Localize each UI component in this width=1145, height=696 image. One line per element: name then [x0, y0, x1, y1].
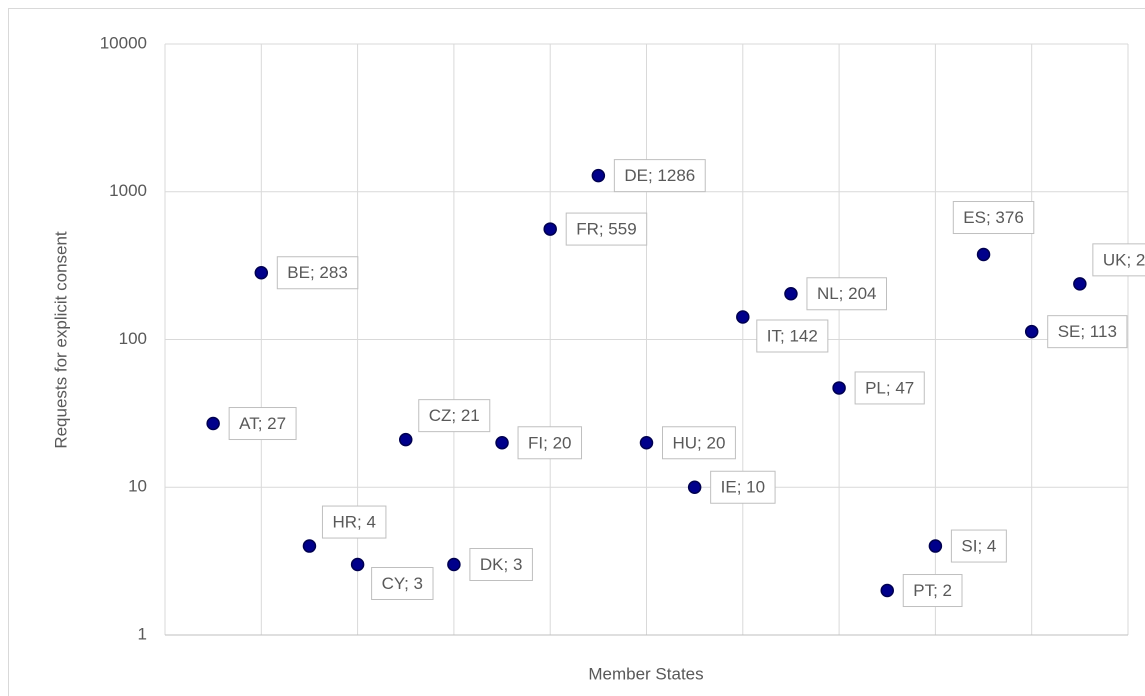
- data-label-text: IE; 10: [721, 478, 765, 497]
- data-label-box: [756, 319, 829, 353]
- data-label-box: [952, 201, 1035, 235]
- data-label-box: [321, 505, 387, 539]
- point: [687, 480, 702, 494]
- point: [591, 168, 606, 183]
- point: [1024, 324, 1039, 339]
- data-label: DE; 1286: [613, 159, 706, 193]
- point: [880, 583, 894, 598]
- data-label-text: DK; 3: [480, 555, 523, 574]
- data-label: FI; 20: [517, 426, 583, 460]
- data-label-box: [517, 426, 583, 460]
- point: [832, 381, 846, 395]
- chart-frame: [8, 8, 1145, 696]
- point: [976, 247, 991, 262]
- data-label-text: CZ; 21: [429, 406, 480, 425]
- data-label-text: UK; 238: [1103, 250, 1145, 269]
- data-label-box: [854, 371, 925, 405]
- data-label-box: [228, 407, 297, 441]
- point: [495, 436, 509, 450]
- data-label-box: [469, 548, 533, 582]
- y-axis-title: Requests for explicit consent: [51, 231, 70, 449]
- data-label: IT; 142: [756, 319, 829, 353]
- data-label: IE; 10: [710, 470, 776, 504]
- data-label: UK; 238: [1092, 243, 1145, 277]
- point: [543, 222, 557, 236]
- data-label-text: HU; 20: [673, 433, 726, 452]
- data-label: NL; 204: [806, 277, 887, 311]
- point: [350, 557, 365, 572]
- point: [736, 310, 750, 324]
- data-label-text: AT; 27: [239, 414, 286, 433]
- point: [639, 436, 654, 450]
- data-label-box: [902, 574, 963, 608]
- point: [784, 287, 798, 301]
- data-label-text: SE; 113: [1058, 322, 1117, 341]
- data-label-text: DE; 1286: [624, 166, 695, 185]
- y-tick-label: 10000: [100, 33, 147, 52]
- data-label: DK; 3: [469, 548, 533, 582]
- data-label-text: CY; 3: [382, 574, 423, 593]
- data-label: CZ; 21: [418, 399, 491, 433]
- data-label: FR; 559: [565, 212, 648, 246]
- data-label: BE; 283: [276, 256, 359, 290]
- data-label-text: ES; 376: [963, 208, 1024, 227]
- data-label-box: [950, 529, 1007, 563]
- x-axis-title: Member States: [588, 664, 703, 683]
- data-label-text: NL; 204: [817, 284, 877, 303]
- data-label-box: [613, 159, 706, 193]
- data-label: ES; 376: [952, 201, 1035, 235]
- data-label-text: IT; 142: [767, 326, 818, 345]
- data-label-text: FI; 20: [528, 433, 571, 452]
- y-tick-label: 1: [138, 624, 147, 643]
- y-tick-label: 1000: [109, 181, 147, 200]
- data-label: AT; 27: [228, 407, 297, 441]
- point: [1073, 277, 1087, 291]
- data-label: CY; 3: [371, 567, 434, 601]
- data-label-box: [710, 470, 776, 504]
- point: [254, 265, 269, 280]
- data-label: SE; 113: [1047, 315, 1128, 349]
- point: [399, 432, 413, 447]
- data-label-box: [276, 256, 359, 290]
- marks: AT; 27 BE; 283 HR; 4 CY; 3 CZ; 21 DK; 3 FI; 20…: [206, 159, 1145, 608]
- y-tick-label: 100: [119, 329, 147, 348]
- data-label-text: PT; 2: [913, 581, 952, 600]
- data-label-box: [371, 567, 434, 601]
- data-label-text: HR; 4: [332, 513, 375, 532]
- data-label: HR; 4: [321, 505, 387, 539]
- point: [928, 539, 943, 553]
- data-label: SI; 4: [950, 529, 1007, 563]
- data-label-box: [1092, 243, 1145, 277]
- data-label-box: [1047, 315, 1128, 349]
- data-label-text: PL; 47: [865, 378, 914, 397]
- data-label-text: FR; 559: [576, 220, 636, 239]
- data-label-text: BE; 283: [287, 263, 348, 282]
- data-label-box: [418, 399, 491, 433]
- y-tick-label: 10: [128, 477, 147, 496]
- data-label-box: [565, 212, 648, 246]
- point: [302, 539, 317, 553]
- data-label-box: [662, 426, 736, 460]
- point: [447, 557, 461, 572]
- grid: 1 10 100 1000 10000: [100, 33, 1129, 643]
- data-label: PT; 2: [902, 574, 963, 608]
- data-label: HU; 20: [662, 426, 736, 460]
- data-label: PL; 47: [854, 371, 925, 405]
- data-label-box: [806, 277, 887, 311]
- data-label-text: SI; 4: [961, 537, 996, 556]
- point: [206, 416, 220, 431]
